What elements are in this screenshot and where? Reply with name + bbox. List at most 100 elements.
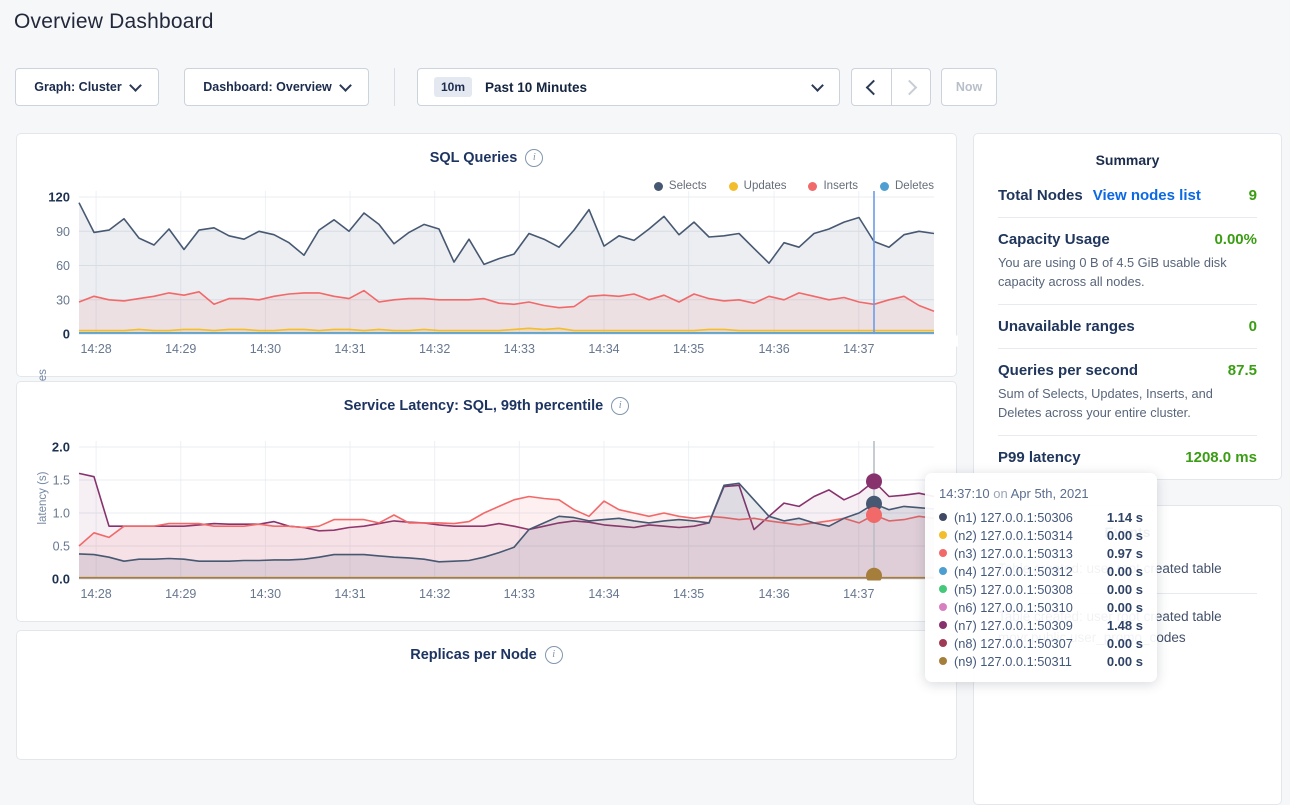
svg-text:14:30: 14:30 bbox=[250, 342, 281, 356]
summary-value: 9 bbox=[1249, 187, 1257, 204]
svg-text:1.5: 1.5 bbox=[53, 474, 70, 488]
svg-text:14:35: 14:35 bbox=[673, 342, 704, 356]
replicas-per-node-panel: Replicas per Node i bbox=[16, 630, 957, 760]
summary-label: Unavailable ranges bbox=[998, 318, 1135, 335]
summary-row: Queries per second 87.5 Sum of Selects, Up… bbox=[998, 349, 1257, 436]
svg-text:1.0: 1.0 bbox=[53, 507, 70, 521]
svg-text:0: 0 bbox=[63, 327, 70, 342]
svg-text:14:29: 14:29 bbox=[165, 587, 196, 601]
dashboard-dropdown[interactable]: Dashboard: Overview bbox=[184, 68, 369, 106]
tooltip-row: (n5) 127.0.0.1:503080.00 s bbox=[939, 580, 1143, 598]
svg-text:14:28: 14:28 bbox=[80, 342, 111, 356]
time-next-button[interactable] bbox=[891, 68, 931, 106]
svg-text:14:33: 14:33 bbox=[504, 587, 535, 601]
summary-description: Sum of Selects, Updates, Inserts, and De… bbox=[998, 385, 1257, 422]
chevron-left-icon bbox=[865, 79, 881, 95]
svg-text:14:36: 14:36 bbox=[758, 342, 789, 356]
tooltip-row: (n6) 127.0.0.1:503100.00 s bbox=[939, 598, 1143, 616]
info-icon[interactable]: i bbox=[525, 149, 543, 167]
svg-text:2.0: 2.0 bbox=[52, 440, 70, 455]
sql-queries-chart[interactable]: 0 30 60 90 120 14:28 14:29 14:30 14:31 14:32 14:33… bbox=[17, 187, 958, 362]
svg-text:14:34: 14:34 bbox=[588, 342, 619, 356]
time-nav-group bbox=[851, 68, 931, 106]
info-icon[interactable]: i bbox=[545, 646, 563, 664]
summary-label: P99 latency bbox=[998, 449, 1081, 466]
service-latency-chart[interactable]: 0.0 0.5 1.0 1.5 2.0 14:28 14:29 14:30 14:31 14:32… bbox=[17, 437, 958, 607]
graph-dropdown[interactable]: Graph: Cluster bbox=[15, 68, 159, 106]
time-range-label: Past 10 Minutes bbox=[485, 80, 587, 95]
svg-text:14:33: 14:33 bbox=[504, 342, 535, 356]
svg-text:14:32: 14:32 bbox=[419, 587, 450, 601]
summary-row: Unavailable ranges 0 bbox=[998, 305, 1257, 349]
svg-text:0.5: 0.5 bbox=[53, 540, 70, 554]
tooltip-rows: (n1) 127.0.0.1:503061.14 s(n2) 127.0.0.1… bbox=[939, 508, 1143, 670]
info-icon[interactable]: i bbox=[611, 397, 629, 415]
chevron-down-icon bbox=[811, 79, 824, 92]
svg-text:14:32: 14:32 bbox=[419, 342, 450, 356]
chart-title: Replicas per Node bbox=[410, 647, 537, 663]
node-dot-icon bbox=[939, 603, 947, 611]
chart-title: SQL Queries bbox=[430, 150, 518, 166]
toolbar: Graph: Cluster Dashboard: Overview 10m P… bbox=[0, 68, 1290, 106]
tooltip-row: (n4) 127.0.0.1:503120.00 s bbox=[939, 562, 1143, 580]
summary-description: You are using 0 B of 4.5 GiB usable disk… bbox=[998, 254, 1257, 291]
time-range-badge: 10m bbox=[434, 77, 472, 97]
svg-text:14:31: 14:31 bbox=[334, 587, 365, 601]
node-dot-icon bbox=[939, 585, 947, 593]
svg-text:14:37: 14:37 bbox=[843, 587, 874, 601]
summary-label: Total Nodes bbox=[998, 187, 1083, 204]
svg-text:14:28: 14:28 bbox=[80, 587, 111, 601]
svg-text:14:36: 14:36 bbox=[758, 587, 789, 601]
svg-text:14:29: 14:29 bbox=[165, 342, 196, 356]
svg-text:14:34: 14:34 bbox=[588, 587, 619, 601]
toolbar-divider bbox=[394, 68, 395, 106]
summary-value: 87.5 bbox=[1228, 362, 1257, 379]
dashboard-dropdown-label: Dashboard: Overview bbox=[203, 80, 332, 94]
time-range-dropdown[interactable]: 10m Past 10 Minutes bbox=[417, 68, 840, 106]
svg-text:60: 60 bbox=[56, 259, 70, 273]
tooltip-row: (n3) 127.0.0.1:503130.97 s bbox=[939, 544, 1143, 562]
summary-value: 0 bbox=[1249, 318, 1257, 335]
svg-text:14:30: 14:30 bbox=[250, 587, 281, 601]
service-latency-panel: Service Latency: SQL, 99th percentile i … bbox=[16, 381, 957, 622]
summary-label: Queries per second bbox=[998, 362, 1138, 379]
tooltip-row: (n8) 127.0.0.1:503070.00 s bbox=[939, 634, 1143, 652]
chart-tooltip: 14:37:10 on Apr 5th, 2021 (n1) 127.0.0.1… bbox=[925, 473, 1157, 682]
chart-title-row: SQL Queries i bbox=[17, 134, 956, 167]
graph-dropdown-label: Graph: Cluster bbox=[34, 80, 122, 94]
summary-value: 1208.0 ms bbox=[1185, 449, 1257, 466]
svg-text:90: 90 bbox=[56, 225, 70, 239]
node-dot-icon bbox=[939, 513, 947, 521]
tooltip-row: (n7) 127.0.0.1:503091.48 s bbox=[939, 616, 1143, 634]
chevron-down-icon bbox=[129, 79, 142, 92]
chart-title-row: Service Latency: SQL, 99th percentile i bbox=[17, 382, 956, 415]
summary-label: Capacity Usage bbox=[998, 231, 1110, 248]
now-button[interactable]: Now bbox=[941, 68, 997, 106]
summary-row: Total Nodes View nodes list 9 bbox=[998, 174, 1257, 218]
chart-title-row: Replicas per Node i bbox=[17, 631, 956, 664]
svg-text:14:31: 14:31 bbox=[334, 342, 365, 356]
sql-queries-panel: SQL Queries i SelectsUpdatesInsertsDelet… bbox=[16, 133, 957, 377]
svg-text:14:37: 14:37 bbox=[843, 342, 874, 356]
tooltip-row: (n1) 127.0.0.1:503061.14 s bbox=[939, 508, 1143, 526]
node-dot-icon bbox=[939, 657, 947, 665]
svg-text:30: 30 bbox=[56, 293, 70, 307]
svg-text:120: 120 bbox=[48, 190, 70, 205]
tooltip-row: (n2) 127.0.0.1:503140.00 s bbox=[939, 526, 1143, 544]
svg-text:0.0: 0.0 bbox=[52, 572, 70, 587]
node-dot-icon bbox=[939, 639, 947, 647]
view-nodes-list-link[interactable]: View nodes list bbox=[1093, 187, 1201, 204]
node-dot-icon bbox=[939, 621, 947, 629]
chevron-down-icon bbox=[339, 79, 352, 92]
summary-value: 0.00% bbox=[1214, 231, 1257, 248]
summary-panel: Summary Total Nodes View nodes list 9 Capac… bbox=[973, 133, 1282, 480]
time-prev-button[interactable] bbox=[851, 68, 891, 106]
node-dot-icon bbox=[939, 531, 947, 539]
summary-row: Capacity Usage 0.00% You are using 0 B of … bbox=[998, 218, 1257, 305]
summary-title: Summary bbox=[998, 134, 1257, 174]
chart-title: Service Latency: SQL, 99th percentile bbox=[344, 398, 604, 414]
node-dot-icon bbox=[939, 549, 947, 557]
tooltip-timestamp: 14:37:10 on Apr 5th, 2021 bbox=[939, 486, 1143, 501]
page-title: Overview Dashboard bbox=[14, 10, 214, 34]
svg-text:14:35: 14:35 bbox=[673, 587, 704, 601]
